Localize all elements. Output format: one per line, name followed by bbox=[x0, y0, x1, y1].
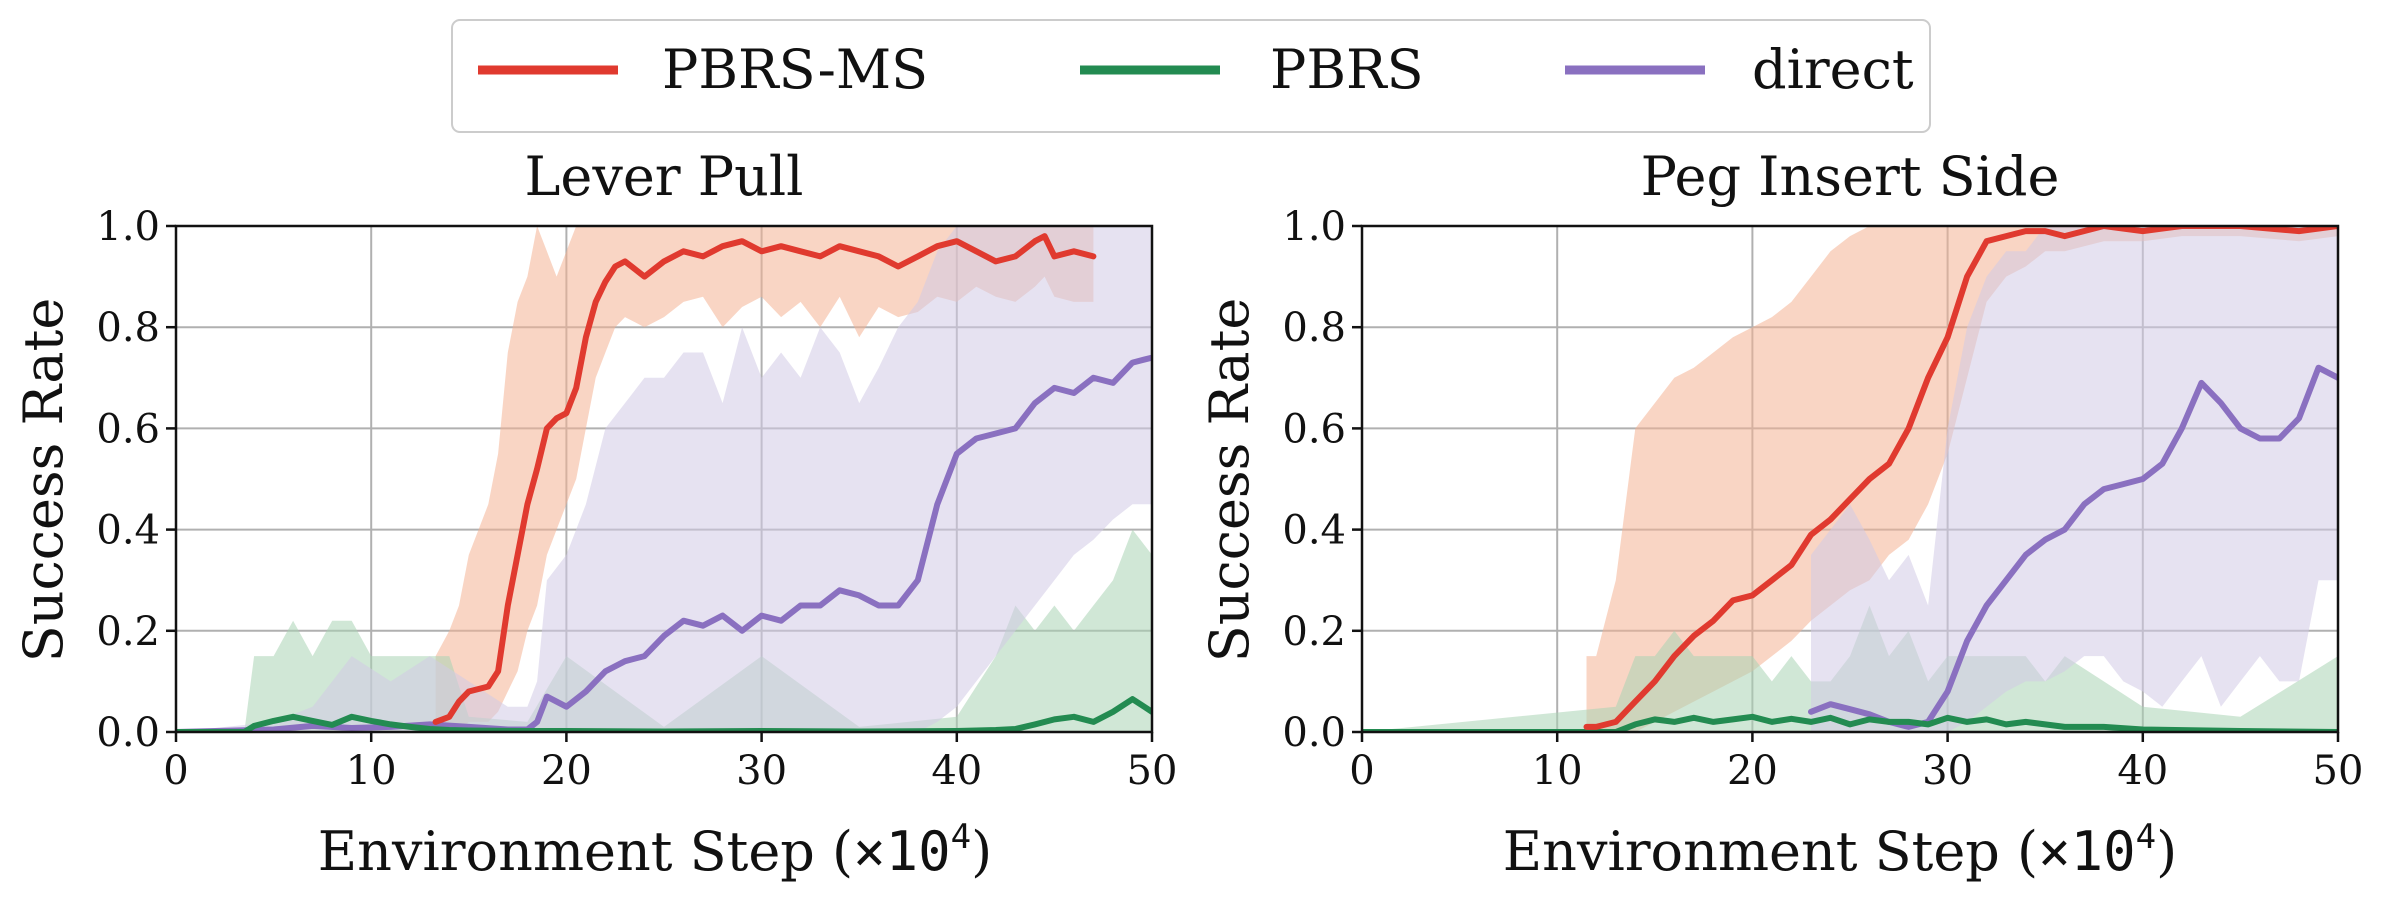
x-tick-label: 10 bbox=[346, 748, 397, 794]
line-pbrs bbox=[1362, 713, 2338, 732]
x-tick-label: 20 bbox=[1727, 748, 1778, 794]
panel-title: Peg Insert Side bbox=[1641, 145, 2060, 208]
legend-label-pbrs-ms: PBRS-MS bbox=[662, 38, 928, 101]
y-tick-label: 0.4 bbox=[96, 508, 160, 554]
series-layer bbox=[176, 226, 1152, 732]
x-tick-label: 30 bbox=[1922, 748, 1973, 794]
line-pbrs-ms bbox=[1583, 226, 2338, 730]
band-direct bbox=[176, 226, 1152, 732]
band-direct bbox=[1811, 226, 2338, 732]
y-axis-title: Success Rate bbox=[1198, 298, 1261, 663]
y-tick-label: 0.0 bbox=[96, 710, 160, 756]
plot-area-peg-insert-side: 0 10 20 30 40 50 0.0 0.2 0.4 0.6 0.8 1.0 bbox=[1282, 204, 2363, 794]
legend-label-direct: direct bbox=[1752, 38, 1914, 101]
band-pbrs-ms bbox=[435, 226, 1094, 732]
panel-peg-insert-side: Peg Insert Side Success Rate Environment… bbox=[1198, 145, 2177, 883]
y-tick-label: 0.6 bbox=[1282, 406, 1346, 452]
axes-frame bbox=[1360, 224, 2340, 734]
x-tick-label: 0 bbox=[1349, 748, 1374, 794]
axes-frame bbox=[174, 224, 1154, 734]
y-tick-label: 0.2 bbox=[1282, 609, 1346, 655]
y-tick-label: 0.2 bbox=[96, 609, 160, 655]
y-tick-label: 0.6 bbox=[96, 406, 160, 452]
y-axis-title: Success Rate bbox=[12, 298, 75, 663]
x-axis-title-exponent: 4 bbox=[951, 817, 971, 857]
x-axis-title-suffix: ) bbox=[2156, 820, 2177, 883]
x-axis-title-exponent: 4 bbox=[2136, 817, 2156, 857]
y-tick-label: 0.8 bbox=[96, 305, 160, 351]
y-tick-label: 0.0 bbox=[1282, 710, 1346, 756]
y-tick-label: 0.4 bbox=[1282, 508, 1346, 554]
x-axis-title: Environment Step (×104) bbox=[1503, 817, 2177, 883]
x-tick-label: 30 bbox=[736, 748, 787, 794]
x-axis-title-prefix: Environment Step ( bbox=[318, 820, 853, 883]
panel-title: Lever Pull bbox=[525, 145, 804, 208]
x-axis-title-prefix: Environment Step ( bbox=[1503, 820, 2038, 883]
plot-area-lever-pull: 0 10 20 30 40 50 0.0 0.2 0.4 0.6 0.8 1.0 bbox=[96, 204, 1177, 794]
x-tick-label: 50 bbox=[2313, 748, 2364, 794]
x-axis-title-unit: ×10 bbox=[2038, 820, 2136, 883]
y-tick-label: 1.0 bbox=[1282, 204, 1346, 250]
x-tick-label: 40 bbox=[2117, 748, 2168, 794]
x-tick-label: 40 bbox=[931, 748, 982, 794]
series-layer bbox=[1362, 226, 2338, 732]
band-pbrs-ms bbox=[1586, 226, 2338, 732]
y-tick-label: 1.0 bbox=[96, 204, 160, 250]
legend: PBRS-MS PBRS direct bbox=[451, 19, 1931, 133]
panel-lever-pull: Lever Pull Success Rate Environment Step… bbox=[12, 145, 992, 883]
x-axis-title: Environment Step (×104) bbox=[318, 817, 992, 883]
y-tick-label: 0.8 bbox=[1282, 305, 1346, 351]
x-axis-title-suffix: ) bbox=[971, 820, 992, 883]
x-axis-title-unit: ×10 bbox=[853, 820, 951, 883]
legend-frame bbox=[451, 19, 1931, 133]
x-tick-label: 10 bbox=[1532, 748, 1583, 794]
x-tick-label: 20 bbox=[541, 748, 592, 794]
legend-label-pbrs: PBRS bbox=[1270, 38, 1424, 101]
x-tick-label: 0 bbox=[163, 748, 188, 794]
x-tick-label: 50 bbox=[1127, 748, 1178, 794]
line-pbrs-ms bbox=[432, 233, 1097, 725]
